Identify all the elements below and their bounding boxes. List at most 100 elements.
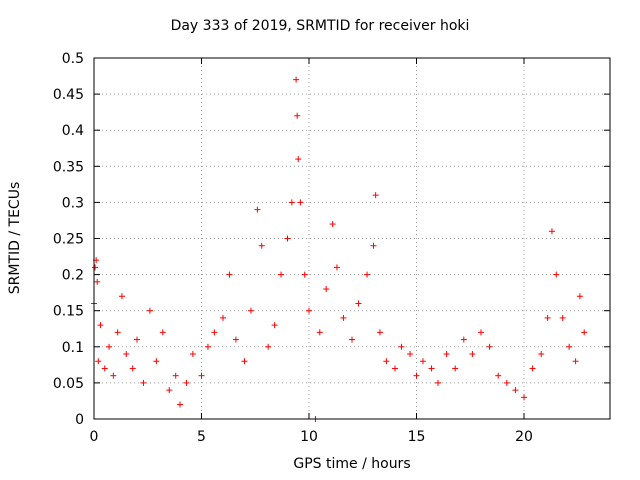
data-point [521, 394, 527, 401]
data-point [140, 379, 147, 386]
chart-title: Day 333 of 2019, SRMTID for receiver hok… [170, 18, 470, 34]
grid-layer [94, 58, 610, 419]
data-point [323, 286, 330, 293]
data-point [220, 314, 226, 321]
data-point [297, 199, 304, 206]
x-tick-label: 10 [300, 429, 318, 445]
data-point [293, 76, 300, 83]
data-point [413, 372, 420, 379]
data-point [419, 358, 426, 365]
data-point [232, 336, 239, 343]
data-point [226, 271, 233, 278]
data-point [572, 358, 579, 365]
data-point [529, 365, 536, 372]
data-point [469, 351, 476, 358]
y-tick-label: 0.3 [62, 195, 84, 211]
y-tick-label: 0.5 [62, 51, 84, 67]
data-point [129, 365, 136, 372]
y-tick-label: 0.25 [53, 232, 84, 248]
y-tick-label: 0 [75, 412, 84, 428]
data-point [172, 372, 179, 379]
x-tick-label: 20 [515, 429, 533, 445]
data-point [97, 322, 104, 329]
data-points [91, 76, 588, 422]
y-tick-label: 0.35 [53, 159, 84, 175]
data-point [544, 314, 551, 321]
data-point [278, 271, 285, 278]
data-point [372, 192, 379, 199]
data-point [370, 242, 377, 249]
data-point [153, 358, 160, 365]
data-point [247, 307, 254, 314]
data-point [566, 343, 573, 350]
data-point [333, 264, 340, 271]
data-point [495, 372, 502, 379]
data-point [94, 278, 101, 285]
data-point [118, 293, 125, 300]
data-point [241, 358, 248, 365]
data-point [294, 112, 301, 119]
data-point [95, 358, 102, 365]
data-point [478, 329, 484, 336]
tick-layer: 0 0.05 0.1 0.15 0.2 0.25 0.3 0.35 0.4 0.45 0.5 0 5 10… [53, 51, 610, 445]
data-point [349, 336, 355, 343]
data-point [159, 329, 166, 336]
data-point [189, 351, 196, 358]
data-point [92, 264, 99, 271]
y-tick-label: 0.1 [62, 340, 84, 356]
data-point [364, 271, 371, 278]
data-point [329, 221, 336, 228]
data-point [198, 372, 205, 379]
x-axis-label: GPS time / hours [293, 456, 411, 472]
data-point [258, 242, 265, 249]
data-point [284, 235, 291, 242]
data-point [183, 379, 190, 386]
data-point [340, 314, 347, 321]
data-point [548, 228, 555, 235]
data-point [576, 293, 583, 300]
data-point [316, 329, 323, 336]
data-point [110, 372, 117, 379]
x-tick-label: 15 [408, 429, 426, 445]
data-point [123, 351, 130, 358]
data-point [211, 329, 218, 336]
data-point [301, 271, 308, 278]
data-point [486, 343, 493, 350]
data-point [166, 387, 173, 394]
data-point [306, 307, 312, 314]
data-point [254, 206, 261, 213]
data-point [204, 343, 211, 350]
y-tick-label: 0.2 [62, 268, 84, 284]
data-point [503, 379, 510, 386]
y-tick-label: 0.15 [53, 304, 84, 320]
data-point [392, 365, 398, 372]
y-tick-label: 0.45 [53, 87, 84, 103]
data-point [428, 365, 435, 372]
data-point [101, 365, 108, 372]
x-tick-label: 5 [197, 429, 206, 445]
data-point [398, 343, 405, 350]
data-point [443, 351, 450, 358]
data-point [512, 387, 519, 394]
data-point [106, 343, 113, 350]
data-point [407, 351, 414, 358]
y-axis-label: SRMTID / TECUs [7, 181, 23, 295]
data-point [553, 271, 560, 278]
data-point [271, 322, 278, 329]
y-tick-label: 0.05 [53, 376, 84, 392]
data-point [288, 199, 295, 206]
data-point [559, 314, 566, 321]
data-point [295, 156, 302, 163]
plot-frame [93, 57, 611, 420]
data-point [538, 351, 545, 358]
data-point [383, 358, 390, 365]
data-point [376, 329, 383, 336]
data-point [177, 401, 183, 408]
y-tick-label: 0.4 [62, 123, 84, 139]
data-point [146, 307, 153, 314]
data-point [435, 379, 441, 386]
data-point [452, 365, 459, 372]
data-point [134, 336, 140, 343]
data-point [581, 329, 588, 336]
